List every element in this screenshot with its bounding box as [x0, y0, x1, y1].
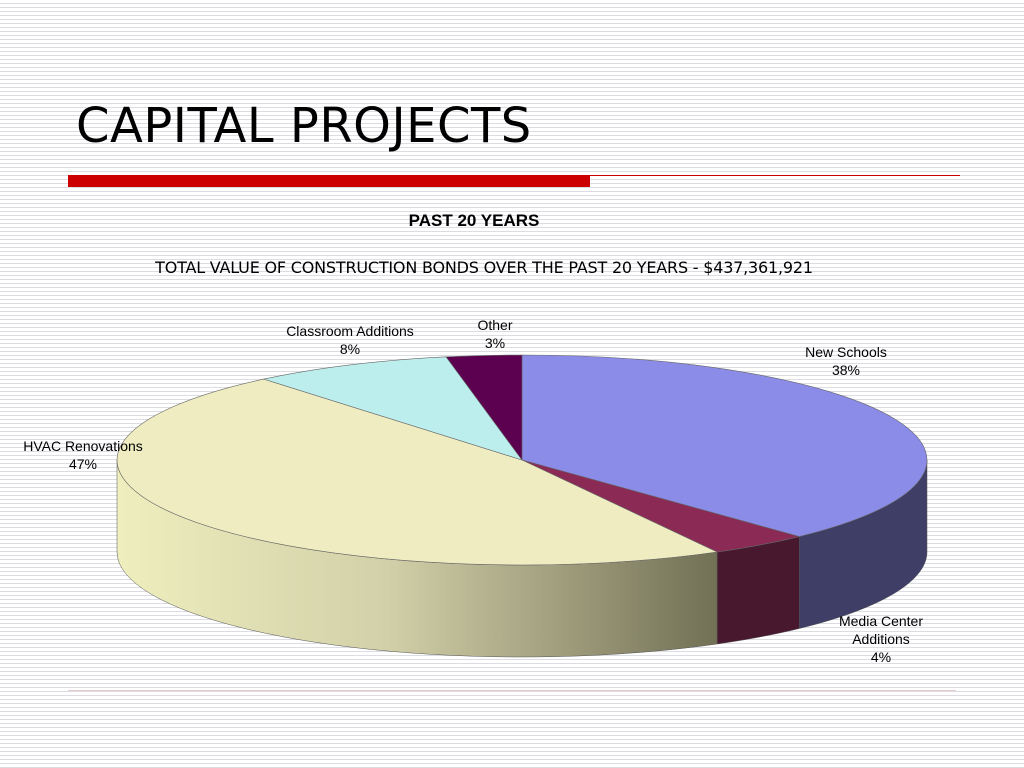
title-underline-thin — [590, 175, 960, 176]
slice-name: New Schools — [805, 344, 887, 360]
slice-name: Media Center Additions — [838, 613, 924, 647]
pie-slice-classroom-additions — [262, 356, 523, 461]
slice-percent: 4% — [870, 649, 892, 665]
slice-name: Classroom Additions — [286, 323, 414, 339]
slice-label-other: Other 3% — [460, 316, 530, 352]
slice-label-classroom: Classroom Additions 8% — [270, 322, 430, 358]
slice-percent: 47% — [68, 456, 98, 472]
pie-tops — [116, 354, 928, 566]
slice-label-media-center: Media Center Additions 4% — [826, 612, 936, 666]
slice-percent: 8% — [339, 341, 361, 357]
pie-slice-hvac-renovations — [116, 378, 719, 566]
pie-side-media-center-additions — [716, 536, 800, 645]
slice-name: HVAC Renovations — [23, 438, 143, 454]
slice-label-new-schools: New Schools 38% — [796, 343, 896, 379]
slice-percent: 38% — [831, 362, 861, 378]
title-underline-thick — [68, 175, 590, 187]
slide-title: CAPITAL PROJECTS — [76, 98, 532, 154]
slice-label-hvac: HVAC Renovations 47% — [8, 437, 158, 473]
pie-slice-other — [445, 354, 523, 461]
slice-name: Other — [477, 317, 513, 333]
footer-rule — [68, 690, 956, 691]
chart-title: PAST 20 YEARS — [408, 211, 540, 230]
pie-slice-new-schools — [521, 354, 928, 537]
chart-subtitle: TOTAL VALUE OF CONSTRUCTION BONDS OVER T… — [155, 258, 813, 277]
slice-percent: 3% — [484, 335, 506, 351]
